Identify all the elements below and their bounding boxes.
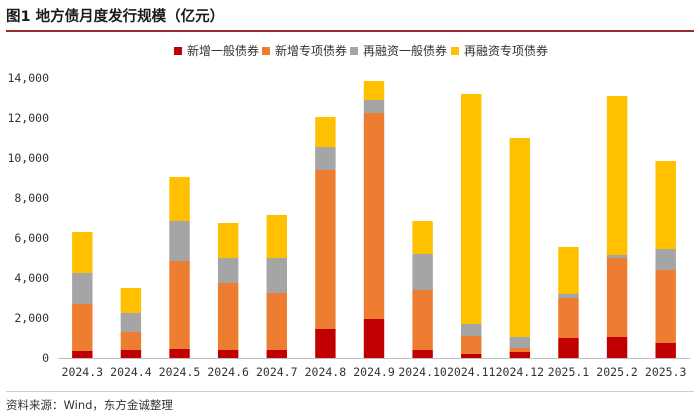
source-note: 资料来源：Wind，东方金诚整理 <box>6 398 173 412</box>
legend-item-new-general: 新增一般债券 <box>174 42 259 59</box>
bar-segment-refi-general <box>412 254 433 290</box>
bar-segment-new-special <box>72 304 93 351</box>
legend-item-refi-general: 再融资一般债券 <box>350 42 447 59</box>
bar-segment-refi-special <box>412 221 433 254</box>
x-tick-label: 2024.8 <box>305 365 347 379</box>
bar-segment-new-special <box>509 348 531 352</box>
bar-segment-new-general <box>363 319 385 358</box>
stacked-bar-chart: 0 2,000 4,000 6,000 8,000 10,000 12,000 14,000 2… <box>7 71 690 379</box>
x-tick-label: 2024.6 <box>207 365 249 379</box>
y-tick-label: 8,000 <box>14 191 49 205</box>
bar-segment-new-general <box>461 354 482 358</box>
bar-segment-refi-special <box>606 96 628 255</box>
y-tick-label: 4,000 <box>14 271 49 285</box>
legend-label-new-general: 新增一般债券 <box>187 44 260 58</box>
bar-segment-refi-general <box>72 273 93 304</box>
legend-swatch-refi-special <box>451 46 459 55</box>
bar-segment-refi-special <box>72 232 93 273</box>
legend-swatch-new-general <box>174 46 182 55</box>
x-tick-label: 2024.9 <box>353 365 395 379</box>
x-tick-label: 2025.3 <box>645 365 687 379</box>
y-tick-label: 6,000 <box>14 231 49 245</box>
bar-segment-refi-general <box>120 313 142 332</box>
x-tick-label: 2025.2 <box>596 365 638 379</box>
bar-segment-new-general <box>558 338 579 358</box>
x-tick-label: 2024.10 <box>398 365 447 379</box>
bar-segment-new-special <box>315 170 336 329</box>
bar-segment-refi-special <box>169 177 190 221</box>
x-tick-label: 2024.11 <box>447 365 496 379</box>
bar-segment-refi-special <box>217 223 239 258</box>
bar-segment-new-general <box>169 349 190 358</box>
bar-segment-refi-general <box>266 258 287 293</box>
bar-segment-new-general <box>655 343 676 358</box>
legend-item-new-special: 新增专项债券 <box>262 42 347 59</box>
y-tick-label: 14,000 <box>7 71 49 85</box>
bar-segment-new-special <box>120 332 142 350</box>
bar-segment-new-special <box>412 290 433 350</box>
bar-segment-refi-special <box>315 117 336 147</box>
chart-legend: 新增一般债券 新增专项债券 再融资一般债券 再融资专项债券 <box>0 42 700 60</box>
y-tick-label: 10,000 <box>7 151 49 165</box>
bar-segment-new-special <box>606 258 628 337</box>
legend-label-refi-general: 再融资一般债券 <box>363 44 448 58</box>
bar-segment-refi-general <box>363 100 385 113</box>
bar-segment-refi-general <box>606 255 628 258</box>
legend-label-new-special: 新增专项债券 <box>275 44 348 58</box>
legend-swatch-refi-general <box>350 46 358 55</box>
bar-segment-refi-special <box>120 288 142 313</box>
bar-segment-new-special <box>363 113 385 319</box>
source-divider <box>6 391 694 392</box>
bar-segment-refi-general <box>169 221 190 261</box>
legend-label-refi-special: 再融资专项债券 <box>464 44 549 58</box>
bar-segment-new-general <box>412 350 433 358</box>
x-tick-label: 2024.4 <box>110 365 152 379</box>
bar-segment-refi-special <box>558 247 579 294</box>
bar-segment-refi-special <box>363 81 385 100</box>
bar-segment-new-special <box>461 336 482 354</box>
bar-segment-new-special <box>655 270 676 343</box>
bar-segment-new-general <box>509 352 531 358</box>
bar-segment-new-special <box>169 261 190 349</box>
bar-segment-new-general <box>72 351 93 358</box>
x-tick-label: 2025.1 <box>548 365 590 379</box>
bar-segment-refi-special <box>266 215 287 258</box>
bar-segment-refi-general <box>461 324 482 336</box>
bar-segment-new-general <box>606 337 628 358</box>
x-tick-label: 2024.7 <box>256 365 298 379</box>
bar-segment-new-general <box>315 329 336 358</box>
bar-segment-refi-general <box>217 258 239 283</box>
bar-segment-refi-general <box>315 147 336 170</box>
bar-segment-new-special <box>266 293 287 350</box>
bar-segment-refi-special <box>509 138 531 337</box>
legend-swatch-new-special <box>262 46 270 55</box>
bar-segment-new-general <box>217 350 239 358</box>
figure-title: 图1 地方债月度发行规模（亿元） <box>6 9 225 25</box>
bar-segment-new-special <box>217 283 239 350</box>
x-tick-label: 2024.3 <box>62 365 104 379</box>
bar-segment-refi-general <box>558 294 579 298</box>
bar-segment-new-general <box>120 350 142 358</box>
bar-segment-new-special <box>558 298 579 338</box>
bar-segment-refi-special <box>655 161 676 249</box>
y-tick-label: 0 <box>42 351 49 365</box>
bar-segment-refi-general <box>509 337 531 348</box>
y-tick-label: 2,000 <box>14 311 49 325</box>
bar-segment-refi-special <box>461 94 482 324</box>
y-tick-label: 12,000 <box>7 111 49 125</box>
bar-segment-new-general <box>266 350 287 358</box>
x-tick-label: 2024.5 <box>159 365 201 379</box>
bar-segment-refi-general <box>655 249 676 270</box>
title-divider <box>6 30 694 32</box>
x-tick-label: 2024.12 <box>496 365 544 379</box>
legend-item-refi-special: 再融资专项债券 <box>451 42 548 59</box>
